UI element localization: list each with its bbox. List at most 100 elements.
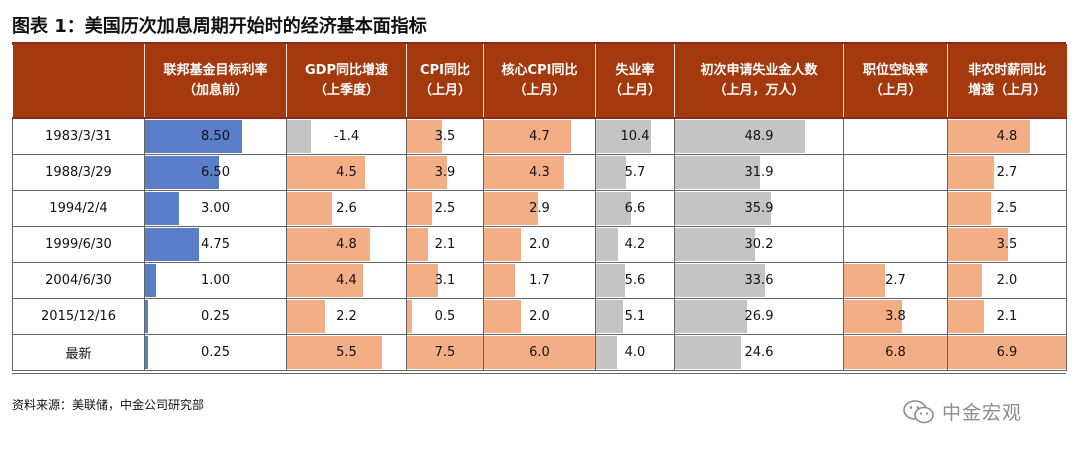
value-bar <box>484 156 564 189</box>
table-row: 2015/12/16 0.25 2.2 0.5 2.0 5.1 26.9 3.8 2.1 <box>12 298 1067 335</box>
data-cell: 2.0 <box>947 262 1067 299</box>
data-cell: 5.5 <box>286 334 407 371</box>
value-bar <box>287 120 312 153</box>
table-body: 1983/3/31 8.50 -1.4 3.5 4.7 10.4 48.9 4.8 1988/3… <box>12 117 1067 371</box>
data-cell: 4.8 <box>286 226 407 263</box>
data-cell: 4.2 <box>595 226 675 263</box>
row-date: 1988/3/29 <box>12 154 145 191</box>
cell-value: 24.6 <box>744 345 774 360</box>
cell-value: 2.9 <box>529 201 550 216</box>
cell-value: 26.9 <box>744 309 774 324</box>
cell-value: 4.3 <box>529 165 550 180</box>
value-bar <box>675 120 806 153</box>
data-cell: 6.8 <box>843 334 948 371</box>
value-bar <box>407 192 433 225</box>
data-cell: 6.50 <box>144 154 287 191</box>
data-cell: 4.8 <box>947 117 1067 155</box>
value-bar <box>484 264 516 297</box>
column-header: 非农时薪同比 增速（上月） <box>947 44 1067 118</box>
value-bar <box>287 300 325 333</box>
cell-value: 33.6 <box>744 273 774 288</box>
value-bar <box>484 300 521 333</box>
cell-value: 3.8 <box>885 309 906 324</box>
value-bar <box>675 264 765 297</box>
data-cell: 2.1 <box>947 298 1067 335</box>
cell-value: 4.2 <box>624 237 646 252</box>
value-bar <box>145 228 200 261</box>
cell-value: 5.5 <box>336 345 357 360</box>
value-bar <box>596 300 623 333</box>
row-date: 2004/6/30 <box>12 262 145 299</box>
watermark-text: 中金宏观 <box>942 402 1023 424</box>
value-bar <box>484 192 538 225</box>
cell-value: 30.2 <box>744 237 774 252</box>
data-cell <box>843 154 948 191</box>
footer-rule <box>12 373 1066 374</box>
value-bar <box>407 228 429 261</box>
cell-value: 2.5 <box>434 201 456 216</box>
row-date: 1999/6/30 <box>12 226 145 263</box>
row-date: 1994/2/4 <box>12 190 145 227</box>
cell-value: 2.0 <box>529 237 550 252</box>
value-bar <box>407 264 439 297</box>
table-row: 最新 0.25 5.5 7.5 6.0 4.0 24.6 6.8 6.9 <box>12 334 1067 371</box>
column-header: 核心CPI同比 （上月） <box>483 44 596 118</box>
data-cell: 4.0 <box>595 334 675 371</box>
wechat-icon <box>903 399 934 423</box>
cell-value: 6.50 <box>201 165 230 180</box>
column-header: GDP同比增速 （上季度） <box>286 44 407 118</box>
cell-value: 3.00 <box>201 201 230 216</box>
value-bar <box>948 192 991 225</box>
data-cell <box>843 226 948 263</box>
data-cell: 8.50 <box>144 117 287 155</box>
value-bar <box>948 336 1066 369</box>
table-row: 2004/6/30 1.00 4.4 3.1 1.7 5.6 33.6 2.7 2.0 <box>12 262 1067 299</box>
data-cell: 4.5 <box>286 154 407 191</box>
data-cell: 35.9 <box>674 190 844 227</box>
cell-value: 8.50 <box>201 129 230 144</box>
data-cell: 2.1 <box>406 226 484 263</box>
data-cell: 26.9 <box>674 298 844 335</box>
value-bar <box>407 300 413 333</box>
value-bar <box>844 264 885 297</box>
value-bar <box>145 336 148 369</box>
value-bar <box>596 120 651 153</box>
data-cell: 4.3 <box>483 154 596 191</box>
data-cell: 3.9 <box>406 154 484 191</box>
data-cell: 5.7 <box>595 154 675 191</box>
value-bar <box>596 192 631 225</box>
cell-value: 6.9 <box>996 345 1018 360</box>
cell-value: 6.8 <box>885 345 906 360</box>
data-cell: 2.5 <box>406 190 484 227</box>
data-cell: 2.6 <box>286 190 407 227</box>
cell-value: 5.1 <box>624 309 646 324</box>
data-cell: 1.7 <box>483 262 596 299</box>
value-bar <box>484 336 595 369</box>
value-bar <box>948 264 983 297</box>
data-cell: 3.5 <box>947 226 1067 263</box>
cell-value: 6.6 <box>624 201 646 216</box>
value-bar <box>844 336 947 369</box>
data-cell: 2.0 <box>483 226 596 263</box>
data-cell: 7.5 <box>406 334 484 371</box>
data-cell: 5.6 <box>595 262 675 299</box>
cell-value: 3.5 <box>434 129 456 144</box>
value-bar <box>596 228 619 261</box>
data-cell: 30.2 <box>674 226 844 263</box>
value-bar <box>844 300 902 333</box>
data-cell: 2.9 <box>483 190 596 227</box>
value-bar <box>596 264 626 297</box>
cell-value: 3.1 <box>434 273 456 288</box>
value-bar <box>287 228 370 261</box>
column-header: 初次申请失业金人数 （上月，万人） <box>674 44 844 118</box>
data-cell: 24.6 <box>674 334 844 371</box>
table-row: 1988/3/29 6.50 4.5 3.9 4.3 5.7 31.9 2.7 <box>12 154 1067 191</box>
data-cell: 2.7 <box>947 154 1067 191</box>
data-cell: 2.0 <box>483 298 596 335</box>
value-bar <box>675 156 760 189</box>
column-header: CPI同比 （上月） <box>406 44 484 118</box>
data-cell: 0.25 <box>144 334 287 371</box>
data-cell <box>843 117 948 155</box>
value-bar <box>145 192 180 225</box>
cell-value: 10.4 <box>620 129 650 144</box>
